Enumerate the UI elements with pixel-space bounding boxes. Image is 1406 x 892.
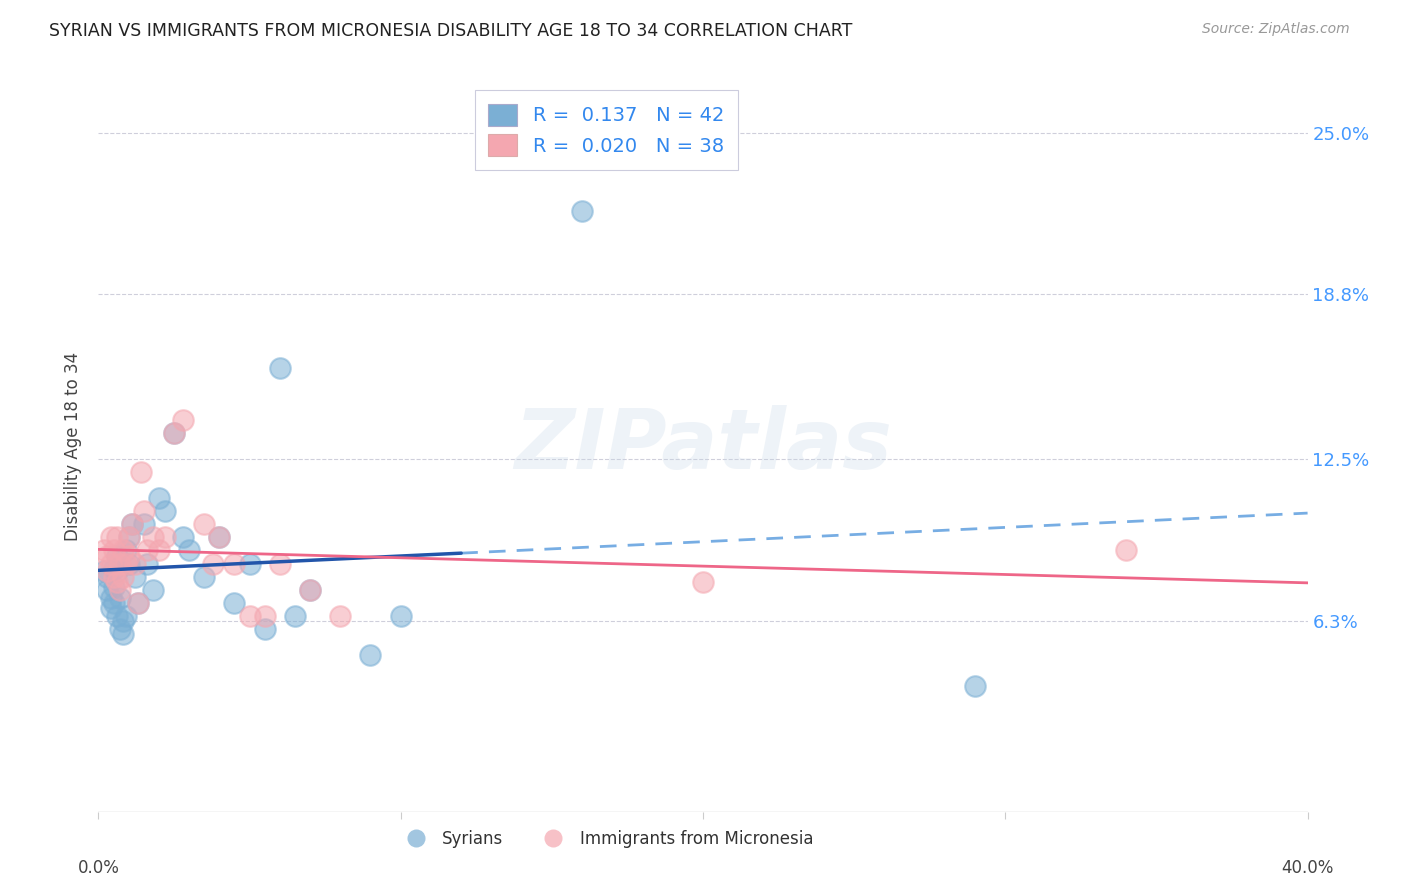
Point — [103, 569, 125, 583]
Point — [163, 425, 186, 440]
Point — [329, 608, 352, 623]
Point — [202, 557, 225, 571]
Point — [253, 608, 276, 623]
Point — [124, 557, 146, 571]
Point — [105, 608, 128, 623]
Point — [148, 491, 170, 506]
Point — [103, 543, 125, 558]
Point — [208, 530, 231, 544]
Point — [103, 596, 125, 610]
Point — [96, 565, 118, 579]
Point — [118, 549, 141, 563]
Point — [269, 557, 291, 571]
Point — [571, 203, 593, 218]
Point — [132, 517, 155, 532]
Point — [299, 582, 322, 597]
Point — [108, 582, 131, 597]
Point — [111, 614, 134, 628]
Point — [299, 582, 322, 597]
Point — [127, 596, 149, 610]
Point — [103, 580, 125, 594]
Text: Source: ZipAtlas.com: Source: ZipAtlas.com — [1202, 22, 1350, 37]
Point — [163, 425, 186, 440]
Point — [103, 562, 125, 576]
Point — [193, 569, 215, 583]
Text: 40.0%: 40.0% — [1281, 859, 1334, 877]
Point — [142, 530, 165, 544]
Point — [208, 530, 231, 544]
Point — [96, 549, 118, 563]
Point — [105, 565, 128, 579]
Point — [389, 608, 412, 623]
Point — [129, 465, 152, 479]
Point — [105, 549, 128, 563]
Point — [360, 648, 382, 662]
Point — [96, 582, 118, 597]
Point — [179, 543, 201, 558]
Point — [253, 622, 276, 636]
Point — [114, 608, 136, 623]
Point — [100, 530, 122, 544]
Point — [93, 565, 115, 579]
Point — [108, 591, 131, 605]
Point — [172, 530, 194, 544]
Point — [105, 574, 128, 589]
Point — [111, 569, 134, 583]
Point — [135, 543, 157, 558]
Point — [692, 574, 714, 589]
Point — [135, 557, 157, 571]
Point — [121, 517, 143, 532]
Point — [114, 543, 136, 558]
Text: SYRIAN VS IMMIGRANTS FROM MICRONESIA DISABILITY AGE 18 TO 34 CORRELATION CHART: SYRIAN VS IMMIGRANTS FROM MICRONESIA DIS… — [49, 22, 852, 40]
Point — [93, 543, 115, 558]
Point — [100, 591, 122, 605]
Point — [224, 596, 246, 610]
Text: ZIPatlas: ZIPatlas — [515, 406, 891, 486]
Point — [142, 582, 165, 597]
Point — [118, 557, 141, 571]
Point — [108, 622, 131, 636]
Point — [111, 627, 134, 641]
Point — [105, 530, 128, 544]
Point — [121, 517, 143, 532]
Point — [118, 530, 141, 544]
Y-axis label: Disability Age 18 to 34: Disability Age 18 to 34 — [65, 351, 83, 541]
Point — [100, 601, 122, 615]
Point — [118, 530, 141, 544]
Point — [193, 517, 215, 532]
Point — [965, 679, 987, 693]
Point — [100, 557, 122, 571]
Point — [284, 608, 307, 623]
Point — [1115, 543, 1137, 558]
Point — [96, 569, 118, 583]
Point — [153, 504, 176, 518]
Point — [239, 608, 262, 623]
Point — [127, 596, 149, 610]
Point — [239, 557, 262, 571]
Point — [172, 413, 194, 427]
Point — [108, 557, 131, 571]
Text: 0.0%: 0.0% — [77, 859, 120, 877]
Point — [224, 557, 246, 571]
Point — [269, 360, 291, 375]
Point — [132, 504, 155, 518]
Point — [148, 543, 170, 558]
Point — [111, 543, 134, 558]
Legend: Syrians, Immigrants from Micronesia: Syrians, Immigrants from Micronesia — [392, 823, 820, 855]
Point — [124, 569, 146, 583]
Point — [153, 530, 176, 544]
Point — [114, 557, 136, 571]
